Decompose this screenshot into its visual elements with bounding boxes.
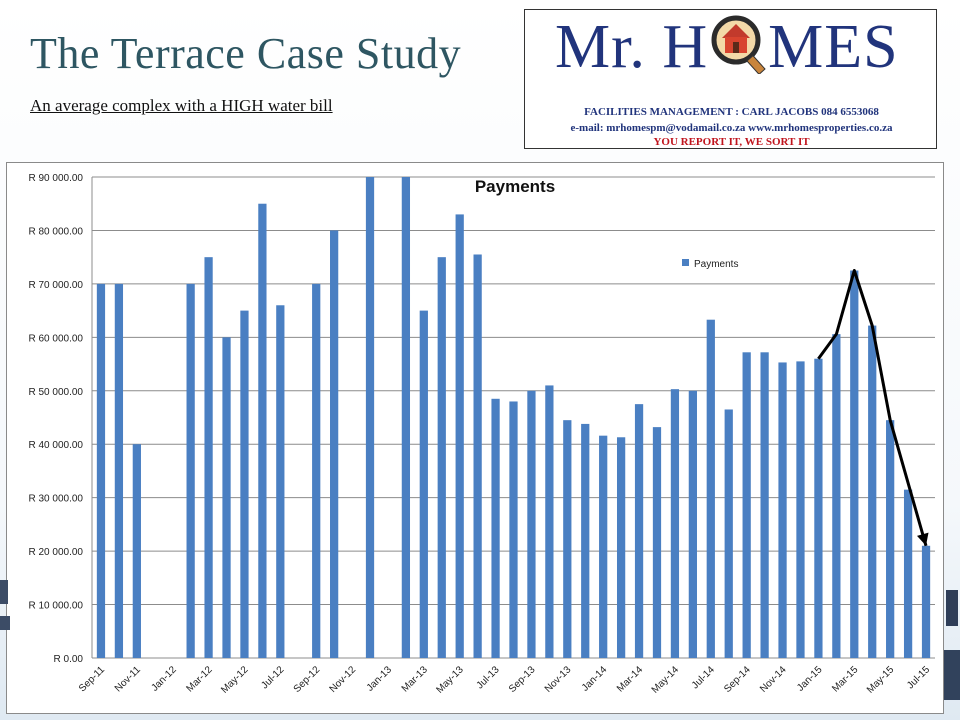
x-tick-label: Jan-14 — [580, 664, 610, 694]
bar-Feb-13 — [401, 177, 411, 658]
bar-May-14 — [670, 389, 680, 658]
logo-brand: Mr. H MES — [555, 12, 899, 84]
x-tick-label: May-12 — [219, 664, 251, 696]
y-tick-label: R 60 000.00 — [29, 333, 84, 344]
bar-Sep-12 — [312, 283, 321, 658]
trend-arrow-head — [917, 532, 929, 546]
x-tick-label: Sep-14 — [722, 664, 753, 695]
x-tick-label: May-14 — [650, 664, 682, 696]
bar-Mar-14 — [634, 404, 644, 658]
bar-Jul-15 — [921, 545, 931, 658]
bar-Jun-15 — [903, 489, 913, 658]
corner-decoration-right — [944, 590, 960, 700]
chart-title: Payments — [475, 177, 555, 196]
bar-Jan-15 — [814, 358, 823, 658]
bar-Oct-11 — [114, 283, 124, 658]
bar-Jun-12 — [258, 203, 267, 658]
logo-email-line: e-mail: mrhomespm@vodamail.co.za www.mrh… — [570, 122, 893, 134]
bar-Apr-13 — [437, 257, 446, 658]
bar-Sep-14 — [742, 352, 751, 658]
x-tick-label: Sep-11 — [77, 664, 107, 694]
x-tick-label: Mar-15 — [830, 664, 860, 694]
bar-Apr-12 — [222, 337, 231, 658]
y-tick-label: R 0.00 — [54, 654, 84, 665]
trend-arrow-line — [817, 269, 928, 547]
logo-contact-line: FACILITIES MANAGEMENT : CARL JACOBS 084 … — [584, 106, 879, 118]
company-logo: Mr. H MES FACILITIES MANAGEMENT : CARL J… — [524, 9, 937, 149]
bar-Mar-13 — [419, 310, 428, 658]
legend-label: Payments — [694, 259, 738, 270]
bar-Oct-14 — [760, 352, 769, 658]
bar-Apr-15 — [868, 325, 877, 658]
x-tick-label: Jul-14 — [690, 664, 717, 691]
x-tick-label: Mar-14 — [615, 664, 645, 694]
bar-Jul-12 — [276, 305, 285, 658]
bar-Sep-13 — [527, 390, 536, 658]
x-tick-label: Jan-13 — [365, 664, 395, 694]
bar-Dec-14 — [796, 361, 805, 658]
x-tick-label: Jul-13 — [475, 664, 502, 691]
x-tick-label: Jan-15 — [795, 664, 825, 694]
bar-Jul-14 — [706, 319, 715, 658]
y-tick-label: R 90 000.00 — [29, 173, 84, 184]
bar-Mar-15 — [850, 270, 859, 658]
x-tick-label: Sep-12 — [292, 664, 323, 695]
bar-Sep-11 — [96, 283, 106, 658]
bar-Nov-13 — [563, 420, 572, 658]
bar-May-12 — [240, 310, 249, 658]
bar-Jun-14 — [688, 390, 697, 658]
bar-Oct-13 — [545, 385, 554, 658]
bar-Nov-11 — [132, 444, 141, 658]
logo-brand-left: Mr. H — [555, 13, 709, 81]
bar-Apr-14 — [652, 427, 662, 658]
bar-Nov-14 — [778, 362, 787, 658]
bar-Mar-12 — [204, 257, 213, 658]
bar-Aug-14 — [724, 409, 733, 658]
bar-May-13 — [455, 214, 464, 658]
bar-Feb-12 — [186, 283, 195, 658]
slide-title: The Terrace Case Study — [30, 29, 462, 78]
logo-tagline: YOU REPORT IT, WE SORT IT — [653, 136, 810, 148]
bar-Dec-12 — [365, 177, 375, 658]
x-tick-label: Mar-13 — [400, 664, 430, 694]
x-tick-label: Jan-12 — [149, 664, 179, 694]
chart-svg: R 0.00 R 10 000.00 R 20 000.00 R 30 000.00 R… — [29, 173, 935, 696]
payments-chart: R 0.00 R 10 000.00 R 20 000.00 R 30 000.00 R… — [6, 162, 944, 714]
x-tick-label: Sep-13 — [507, 664, 538, 695]
x-tick-label: May-13 — [434, 664, 466, 696]
x-tick-label: Nov-12 — [328, 664, 359, 695]
bar-Feb-14 — [616, 437, 626, 658]
corner-decoration-left — [0, 580, 10, 630]
x-tick-label: Jul-12 — [259, 664, 286, 691]
y-tick-label: R 40 000.00 — [29, 440, 84, 451]
bar-Oct-12 — [330, 230, 339, 658]
bar-May-15 — [886, 420, 895, 658]
legend-swatch — [682, 259, 689, 266]
y-tick-label: R 50 000.00 — [29, 387, 84, 398]
x-tick-label: May-15 — [865, 664, 897, 696]
x-tick-label: Nov-14 — [758, 664, 789, 695]
slide-subtitle: An average complex with a HIGH water bil… — [30, 96, 333, 115]
x-tick-label: Nov-13 — [543, 664, 574, 695]
bar-Jul-13 — [491, 398, 500, 658]
y-tick-label: R 30 000.00 — [29, 494, 84, 505]
bar-Feb-15 — [832, 334, 841, 658]
bar-Jun-13 — [473, 254, 482, 658]
y-tick-label: R 20 000.00 — [29, 547, 84, 558]
x-tick-label: Jul-15 — [905, 664, 932, 691]
magnifier-house-icon — [711, 15, 766, 74]
bar-Jan-14 — [599, 435, 608, 658]
y-tick-label: R 70 000.00 — [29, 280, 84, 291]
y-tick-label: R 10 000.00 — [29, 601, 84, 612]
bar-Dec-13 — [581, 423, 590, 658]
logo-brand-right: MES — [768, 13, 899, 81]
x-tick-label: Nov-11 — [113, 664, 143, 694]
x-tick-label: Mar-12 — [185, 664, 215, 694]
y-tick-label: R 80 000.00 — [29, 226, 84, 237]
bar-Aug-13 — [509, 401, 518, 658]
